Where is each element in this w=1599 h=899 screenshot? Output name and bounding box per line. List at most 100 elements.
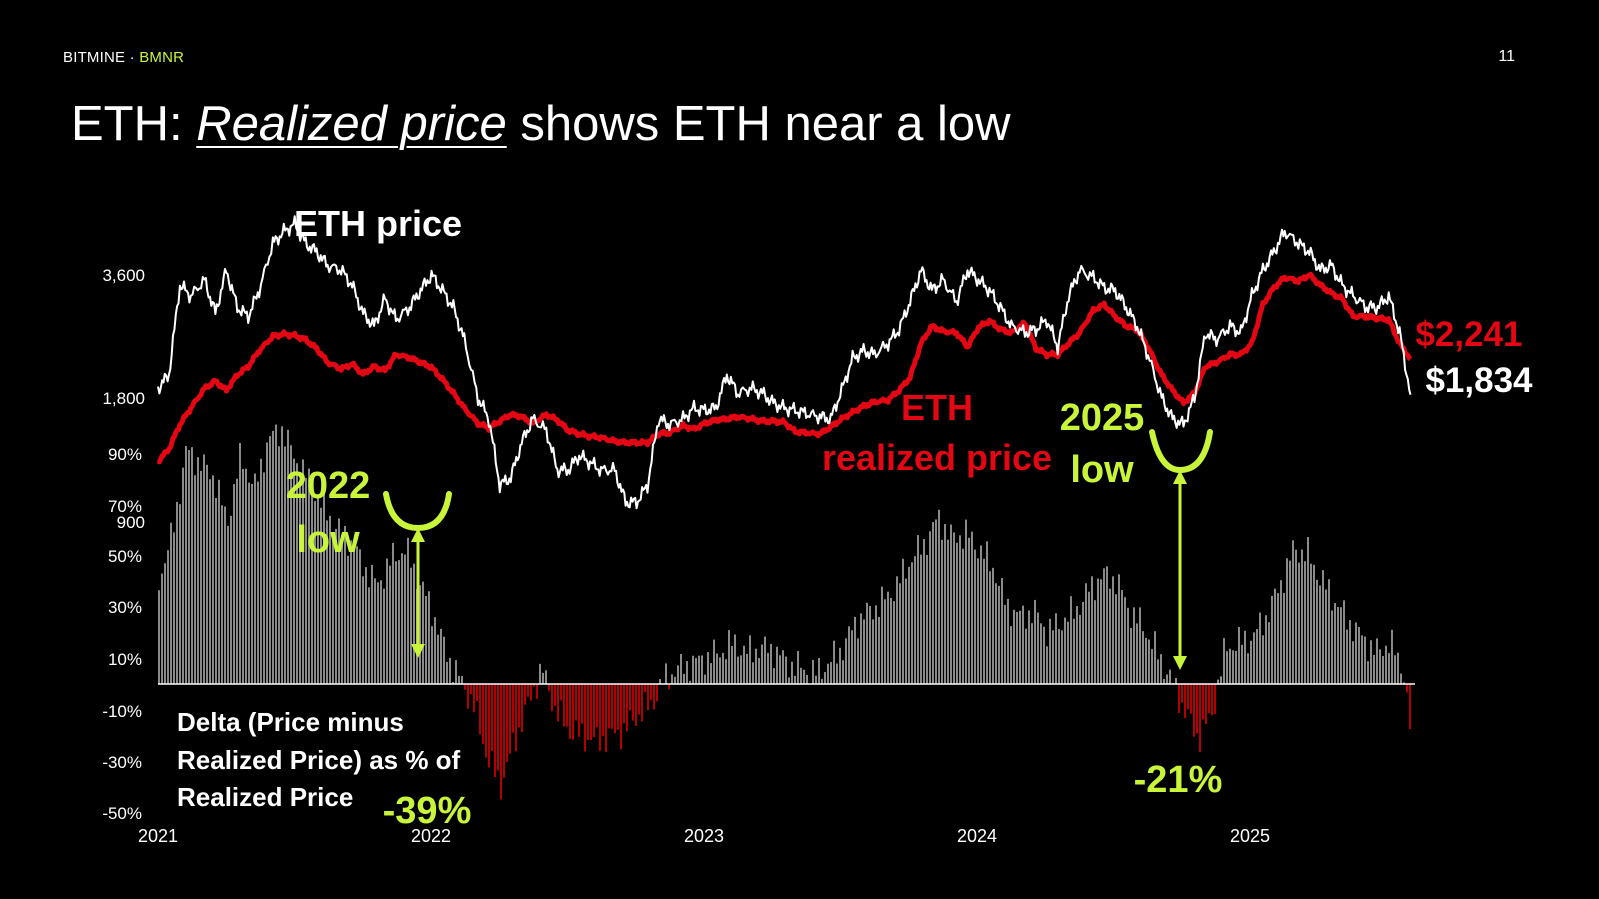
- delta-bar: [419, 585, 421, 684]
- delta-bar: [506, 684, 508, 762]
- delta-bar: [956, 542, 958, 684]
- delta-bar: [629, 684, 631, 711]
- delta-bar: [290, 445, 292, 684]
- delta-bar: [179, 504, 181, 684]
- x-tick-label: 2024: [957, 826, 997, 846]
- delta-tick-label: 70%: [108, 497, 142, 516]
- delta-bar: [884, 599, 886, 684]
- delta-bar: [1334, 603, 1336, 684]
- delta-tick-label: 50%: [108, 547, 142, 566]
- delta-bar: [1400, 673, 1402, 684]
- realized-price-label-line2: realized price: [822, 437, 1052, 478]
- delta-bar: [197, 457, 199, 684]
- delta-bar: [1397, 652, 1399, 684]
- delta-bar: [1220, 676, 1222, 684]
- delta-bar: [1271, 595, 1273, 684]
- delta-bar: [515, 684, 517, 752]
- delta-bar: [1160, 654, 1162, 684]
- delta-bar: [617, 684, 619, 730]
- delta-bar: [794, 675, 796, 684]
- delta-bar: [923, 539, 925, 684]
- delta-bar: [1238, 627, 1240, 684]
- delta-bar: [695, 658, 697, 684]
- delta-bar: [881, 586, 883, 684]
- delta-bar: [845, 638, 847, 684]
- delta-bar: [287, 429, 289, 684]
- delta-bar: [1217, 679, 1219, 684]
- delta-bar: [161, 573, 163, 684]
- delta-bar: [227, 525, 229, 684]
- delta-bar: [1340, 607, 1342, 684]
- delta-bar: [536, 684, 538, 699]
- delta-bar: [1247, 653, 1249, 684]
- delta-bar: [1292, 540, 1294, 684]
- delta-bar: [1100, 579, 1102, 684]
- delta-bar: [680, 654, 682, 684]
- delta-bar: [1382, 656, 1384, 684]
- delta-bar: [563, 684, 565, 727]
- delta-bar: [860, 613, 862, 684]
- delta-bar: [173, 532, 175, 684]
- delta-bar: [848, 626, 850, 684]
- delta-bar: [650, 684, 652, 700]
- delta-bar: [1403, 682, 1405, 684]
- delta-bar: [557, 684, 559, 722]
- delta-bar: [920, 554, 922, 684]
- delta-bar: [953, 532, 955, 684]
- delta-bar: [1211, 684, 1213, 716]
- delta-bar: [1208, 684, 1210, 713]
- delta-bar: [1001, 578, 1003, 684]
- delta-bar: [239, 443, 241, 684]
- delta-bar: [1223, 638, 1225, 684]
- delta-bar: [1088, 591, 1090, 684]
- delta-bar: [770, 643, 772, 684]
- delta-bar: [1103, 568, 1105, 684]
- delta-bar: [1025, 628, 1027, 684]
- delta-bar: [224, 506, 226, 684]
- delta-bar: [440, 628, 442, 684]
- delta-bar: [1175, 677, 1177, 684]
- delta-bar: [791, 661, 793, 684]
- delta-bar: [446, 661, 448, 684]
- delta-bar: [713, 639, 715, 684]
- title-suffix: shows ETH near a low: [506, 97, 1011, 151]
- delta-bar: [332, 533, 334, 684]
- delta-bar: [1097, 578, 1099, 684]
- delta-bar: [212, 475, 214, 684]
- delta-bar: [1076, 606, 1078, 684]
- delta-bar: [479, 684, 481, 735]
- delta-bar: [386, 558, 388, 684]
- delta-bar: [1391, 629, 1393, 684]
- delta-bar: [959, 535, 961, 684]
- delta-bar: [269, 436, 271, 684]
- delta-bar: [1148, 639, 1150, 684]
- delta-bar: [524, 684, 526, 705]
- delta-bar: [374, 578, 376, 684]
- delta-bar: [1214, 684, 1216, 715]
- delta-bar: [944, 524, 946, 684]
- delta-bar: [200, 470, 202, 684]
- delta-bar: [875, 605, 877, 684]
- delta-bar: [1250, 640, 1252, 684]
- delta-bar: [752, 662, 754, 684]
- delta-bar: [1109, 588, 1111, 684]
- realized-price-line: [156, 271, 1413, 465]
- delta-bar: [1298, 562, 1300, 684]
- low-2025-arrow-head-down: [1173, 656, 1187, 670]
- delta-bar: [230, 515, 232, 684]
- delta-bar: [443, 636, 445, 684]
- delta-bar: [938, 509, 940, 684]
- delta-bar: [992, 567, 994, 684]
- delta-bar: [1304, 561, 1306, 684]
- delta-bar: [458, 675, 460, 684]
- delta-bar: [866, 602, 868, 684]
- delta-bar: [668, 684, 670, 690]
- delta-bar: [476, 684, 478, 701]
- delta-bar: [602, 684, 604, 736]
- delta-bar: [503, 684, 505, 778]
- delta-bar: [740, 655, 742, 684]
- title-prefix: ETH:: [71, 97, 197, 151]
- delta-bar: [851, 630, 853, 684]
- delta-bar: [539, 663, 541, 684]
- realized-price-label-line1: ETH: [901, 387, 973, 428]
